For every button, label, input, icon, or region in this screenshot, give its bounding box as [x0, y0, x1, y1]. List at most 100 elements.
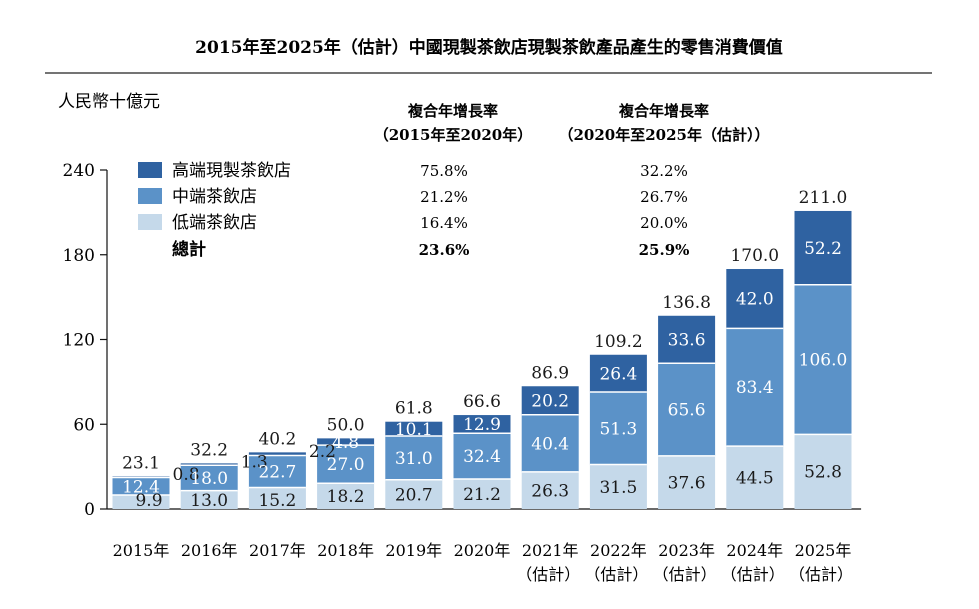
legend-swatch — [138, 214, 162, 230]
mid-value-label: 32.4 — [463, 447, 501, 467]
x-tick-label: 2024年 — [726, 541, 783, 560]
bar-segment-low — [589, 464, 647, 509]
mid-value-label: 31.0 — [395, 449, 433, 469]
bar-segment-mid — [112, 477, 170, 496]
y-tick-label: 180 — [63, 246, 95, 266]
x-tick-label: 2023年 — [658, 541, 715, 560]
bar-segment-mid — [317, 445, 375, 484]
high-value-label: 1.3 — [241, 452, 268, 472]
bar-segment-high — [317, 438, 375, 446]
y-tick-label: 0 — [84, 500, 95, 520]
bar-segment-mid — [521, 414, 579, 472]
bar-segment-mid — [248, 455, 306, 488]
high-value-label: 20.2 — [531, 392, 569, 412]
x-tick-label: 2022年 — [590, 541, 647, 560]
total-label: 61.8 — [395, 399, 433, 419]
low-value-label: 44.5 — [736, 469, 774, 489]
mid-value-label: 51.3 — [599, 419, 637, 439]
high-value-label: 12.9 — [463, 415, 501, 435]
x-tick-label-estimate: （估計） — [789, 565, 853, 584]
bar-segment-mid — [453, 433, 511, 480]
mid-value-label: 106.0 — [799, 351, 848, 371]
cagr-table: 75.8% 21.2% 16.4% 23.6% 32.2% 26.7% 20.0% 25.9% — [419, 162, 690, 259]
bars — [112, 210, 852, 509]
cagr-col1-title: 複合年增長率 — [407, 102, 498, 120]
bar-segment-low — [248, 487, 306, 509]
y-tick-label: 120 — [63, 331, 95, 351]
bar-segment-high — [248, 452, 306, 456]
x-tick-label: 2021年 — [522, 541, 579, 560]
mid-value-label: 22.7 — [258, 462, 296, 482]
legend-label: 低端茶飲店 — [172, 213, 257, 233]
axis: 0 60 120 180 240 2015年 2016年 2017年 2018年 2019年 202… — [63, 161, 862, 584]
y-tick-label: 60 — [73, 415, 95, 435]
legend-label: 高端現製茶飲店 — [172, 161, 291, 181]
high-value-label: 33.6 — [668, 331, 706, 351]
x-tick-label-estimate: （估計） — [516, 565, 580, 584]
x-tick-label-estimate: （估計） — [721, 565, 785, 584]
cagr-value: 16.4% — [420, 214, 468, 232]
low-value-label: 13.0 — [190, 491, 228, 511]
total-label: 40.2 — [258, 429, 296, 449]
bar-segment-low — [726, 446, 784, 509]
x-tick-label: 2018年 — [317, 541, 374, 560]
low-value-label: 31.5 — [599, 478, 637, 498]
bar-segment-high — [521, 386, 579, 415]
high-value-label: 10.1 — [395, 420, 433, 440]
y-axis-unit-label: 人民幣十億元 — [58, 92, 160, 112]
bar-segment-low — [180, 490, 238, 509]
bar-segment-high — [794, 210, 852, 285]
mid-value-label: 27.0 — [327, 455, 365, 475]
x-tick-label: 2020年 — [454, 541, 511, 560]
total-label: 50.0 — [327, 415, 365, 435]
mid-value-label: 12.4 — [122, 477, 160, 497]
cagr-value: 21.2% — [420, 188, 468, 206]
high-value-label: 4.8 — [332, 433, 359, 453]
y-tick-label: 240 — [63, 161, 95, 181]
bar-segment-mid — [385, 435, 443, 480]
cagr-value: 20.0% — [640, 214, 688, 232]
bar-segment-high — [453, 415, 511, 434]
bar-segment-mid — [180, 465, 238, 491]
bar-segment-mid — [794, 284, 852, 435]
total-label: 32.2 — [190, 440, 228, 460]
data-labels: 23.1 12.4 0.8 9.9 32.2 18.0 1.3 13.0 40.2 22.7 2.2… — [122, 188, 847, 511]
bar-segment-low — [453, 479, 511, 509]
bar-segment-mid — [726, 328, 784, 447]
legend-swatch — [138, 188, 162, 204]
low-value-label: 9.9 — [135, 491, 162, 511]
mid-value-label: 40.4 — [531, 434, 569, 454]
cagr-total-value: 25.9% — [639, 241, 690, 259]
cagr-col1-subtitle: （2015年至2020年） — [374, 126, 533, 144]
high-value-label: 52.2 — [804, 239, 842, 259]
chart-title: 2015年至2025年（估計）中國現製茶飲店現製茶飲產品產生的零售消費價值 — [195, 37, 783, 58]
bar-segment-high — [385, 421, 443, 436]
low-value-label: 26.3 — [531, 481, 569, 501]
cagr-value: 26.7% — [640, 188, 688, 206]
total-label: 170.0 — [730, 246, 779, 266]
x-tick-label: 2019年 — [385, 541, 442, 560]
low-value-label: 37.6 — [668, 473, 706, 493]
bar-segment-low — [317, 483, 375, 509]
x-tick-label: 2016年 — [181, 541, 238, 560]
bar-segment-low — [385, 479, 443, 509]
x-tick-label-estimate: （估計） — [653, 565, 717, 584]
high-value-label: 26.4 — [599, 364, 637, 384]
total-label: 86.9 — [531, 363, 569, 383]
legend-label: 中端茶飲店 — [172, 187, 257, 207]
cagr-header: 複合年增長率 （2015年至2020年） 複合年增長率 （2020年至2025年… — [374, 102, 770, 144]
bar-segment-low — [112, 495, 170, 509]
high-value-label: 42.0 — [736, 290, 774, 310]
mid-value-label: 83.4 — [736, 378, 774, 398]
cagr-total-value: 23.6% — [419, 241, 470, 259]
bar-segment-mid — [589, 392, 647, 465]
total-label: 211.0 — [799, 188, 848, 208]
high-value-label: 0.8 — [173, 465, 200, 485]
mid-value-label: 65.6 — [668, 401, 706, 421]
cagr-value: 75.8% — [420, 162, 468, 180]
bar-segment-low — [521, 471, 579, 509]
total-label: 66.6 — [463, 392, 501, 412]
bar-segment-high — [658, 315, 716, 364]
